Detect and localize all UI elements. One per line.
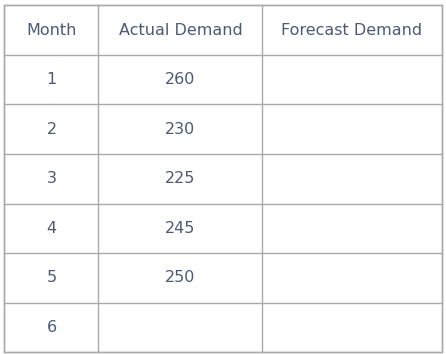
Text: 3: 3 [46,171,57,186]
Text: 1: 1 [46,72,57,87]
Text: 4: 4 [46,221,57,236]
Text: 250: 250 [165,270,196,285]
Text: 245: 245 [165,221,196,236]
Text: Month: Month [26,23,77,38]
Text: Forecast Demand: Forecast Demand [281,23,422,38]
Text: 260: 260 [165,72,196,87]
Text: 230: 230 [165,122,195,137]
Text: 2: 2 [46,122,57,137]
Text: 6: 6 [46,320,57,335]
Text: 5: 5 [46,270,57,285]
Text: Actual Demand: Actual Demand [119,23,242,38]
Text: 225: 225 [165,171,196,186]
